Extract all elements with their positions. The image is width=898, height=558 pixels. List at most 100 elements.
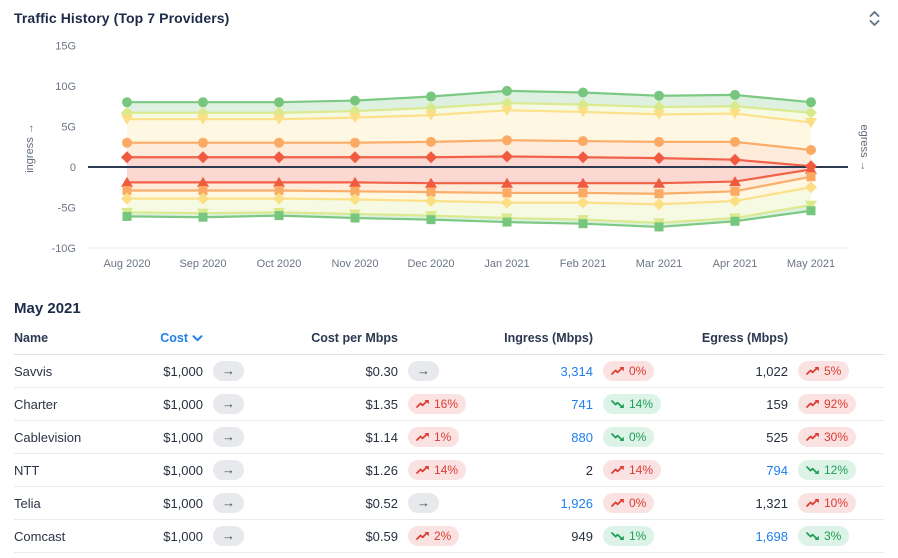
trend-percent: 3% [824, 529, 842, 543]
marker-ingress-5 [425, 151, 437, 164]
trend-percent: 12% [824, 463, 849, 477]
trending-up-icon [611, 498, 625, 508]
trend-percent: 14% [629, 463, 654, 477]
egress-pill-slot: 3% [798, 526, 860, 546]
table-title: May 2021 [14, 300, 81, 317]
table-row: Cablevision $1,000 → $1.14 1% 880 0% 525 30% [14, 421, 884, 454]
marker-ingress-1 [198, 97, 208, 108]
marker-ingress-3 [197, 114, 209, 125]
marker-egress-2 [578, 188, 588, 198]
cost-trend-pill: → [213, 394, 244, 414]
ingress-value[interactable]: 741 [571, 396, 593, 412]
column-header-egress[interactable]: Egress (Mbps) [665, 331, 860, 345]
marker-egress-2 [426, 187, 436, 197]
trend-percent: 0% [629, 364, 647, 378]
ingress-value: 2 [585, 462, 593, 478]
cost-trend-pill: → [213, 493, 244, 513]
cost-cell: $1,000 → [146, 394, 275, 414]
marker-egress-4 [805, 200, 817, 211]
cost-per-mbps-cell: $0.30 → [275, 361, 470, 381]
trend-percent: 16% [434, 397, 459, 411]
marker-ingress-1 [730, 89, 740, 100]
cost-per-mbps-value: $0.52 [365, 495, 398, 511]
trend-percent: 10% [824, 496, 849, 510]
table-row: NTT $1,000 → $1.26 14% 2 14% 794 12% [14, 454, 884, 487]
ingress-value[interactable]: 880 [571, 429, 593, 445]
table-row: Telia $1,000 → $0.52 → 1,926 0% 1,321 10% [14, 487, 884, 520]
table-row: Comcast $1,000 → $0.59 2% 949 1% 1,698 3% [14, 520, 884, 553]
egress-cell: 1,698 3% [665, 526, 860, 546]
egress-value[interactable]: 794 [766, 462, 788, 478]
column-header-label: Cost per Mbps [311, 331, 398, 345]
chart-header: Traffic History (Top 7 Providers) [14, 8, 884, 28]
marker-egress-5 [274, 211, 284, 221]
y-tick-label: 5G [61, 122, 76, 134]
marker-ingress-2 [805, 106, 817, 119]
series-line-egress-2 [127, 175, 812, 195]
marker-egress-5 [122, 211, 132, 221]
egress-value[interactable]: 1,698 [755, 528, 788, 544]
column-header-name[interactable]: Name [14, 331, 146, 345]
marker-ingress-3 [425, 110, 437, 121]
cost-pill-slot: → [213, 394, 275, 414]
x-tick-label: Apr 2021 [713, 258, 758, 270]
cost-per-mbps-trend-pill: → [408, 493, 439, 513]
trending-up-icon [806, 432, 820, 442]
marker-ingress-3 [805, 117, 817, 128]
marker-egress-1 [425, 177, 437, 188]
cost-per-mbps-trend-pill: 16% [408, 394, 467, 414]
trending-up-icon [611, 366, 625, 376]
marker-ingress-5 [197, 151, 209, 164]
cost-pill-slot: → [213, 427, 275, 447]
cost-per-mbps-trend-pill: 14% [408, 460, 467, 480]
cost-value: $1,000 [163, 363, 203, 379]
cost-value: $1,000 [163, 462, 203, 478]
x-tick-label: Jan 2021 [484, 258, 529, 270]
egress-trend-pill: 30% [798, 427, 857, 447]
marker-egress-5 [654, 222, 664, 232]
cost-per-mbps-cell: $1.35 16% [275, 394, 470, 414]
marker-egress-3 [729, 195, 741, 208]
area-band-egress-4 [127, 187, 811, 223]
marker-egress-2 [806, 172, 816, 182]
marker-egress-5 [578, 219, 588, 229]
marker-ingress-5 [349, 151, 361, 164]
column-header-cost[interactable]: Cost [146, 331, 275, 345]
cost-per-mbps-pill-slot: → [408, 493, 470, 513]
unfold-chevrons-icon[interactable] [864, 8, 884, 28]
marker-egress-3 [197, 192, 209, 205]
ingress-pill-slot: 0% [603, 493, 665, 513]
ingress-value[interactable]: 3,314 [560, 363, 593, 379]
column-header-ingress[interactable]: Ingress (Mbps) [470, 331, 665, 345]
ingress-value[interactable]: 1,926 [560, 495, 593, 511]
cost-per-mbps-pill-slot: 14% [408, 460, 470, 480]
cost-value: $1,000 [163, 429, 203, 445]
trending-up-icon [416, 531, 430, 541]
provider-name: Charter [14, 396, 58, 412]
cost-cell: $1,000 → [146, 493, 275, 513]
egress-trend-pill: 12% [798, 460, 857, 480]
series-line-ingress-2 [127, 101, 812, 114]
marker-ingress-4 [198, 137, 208, 148]
series-line-ingress-4 [127, 139, 812, 152]
marker-egress-1 [653, 177, 665, 188]
column-header-label: Name [14, 331, 49, 345]
egress-cell: 1,022 5% [665, 361, 860, 381]
marker-ingress-5 [577, 151, 589, 164]
column-header-cost-per-mbps[interactable]: Cost per Mbps [275, 331, 470, 345]
column-header-label: Ingress (Mbps) [504, 331, 593, 345]
trending-up-icon [806, 366, 820, 376]
provider-name: Savvis [14, 363, 53, 379]
column-header-label: Egress (Mbps) [701, 331, 788, 345]
marker-ingress-5 [729, 153, 741, 166]
flat-arrow-icon: → [222, 429, 235, 444]
series-line-egress-5 [126, 209, 812, 229]
marker-ingress-1 [274, 97, 284, 108]
series-line-ingress-1 [127, 89, 812, 104]
marker-egress-3 [273, 192, 285, 205]
marker-ingress-3 [273, 114, 285, 125]
cost-pill-slot: → [213, 526, 275, 546]
ingress-pill-slot: 0% [603, 427, 665, 447]
egress-pill-slot: 5% [798, 361, 860, 381]
